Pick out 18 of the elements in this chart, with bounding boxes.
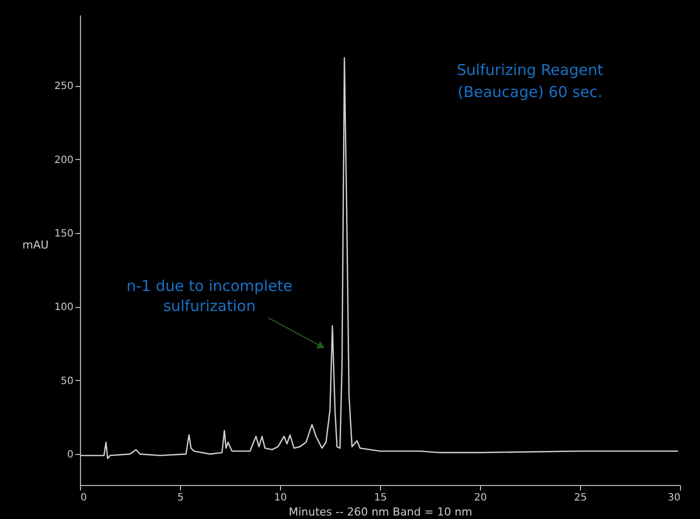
y-tick-label: 100 bbox=[54, 302, 74, 314]
x-tick-label: 25 bbox=[574, 492, 587, 504]
x-tick-label: 20 bbox=[474, 492, 487, 504]
y-tick-label: 0 bbox=[67, 450, 74, 461]
y-tick-label: 200 bbox=[54, 154, 74, 166]
y-axis-title: mAU bbox=[22, 238, 49, 252]
y-tick-label: 250 bbox=[54, 81, 74, 92]
x-tick-label: 30 bbox=[668, 492, 680, 504]
annotation: n-1 due to incomplete sulfurization bbox=[126, 276, 292, 315]
y-tick-label: 50 bbox=[60, 376, 74, 387]
x-axis-title: Minutes -- 260 nm Band = 10 nm bbox=[288, 506, 472, 518]
x-tick-label: 5 bbox=[177, 492, 184, 504]
line-series bbox=[79, 57, 679, 460]
x-tick-label: 15 bbox=[374, 492, 387, 504]
x-tick-label: 10 bbox=[274, 492, 287, 504]
y-tick-label: 150 bbox=[54, 228, 74, 240]
x-tick-label: 0 bbox=[80, 492, 87, 504]
annotation: Sulfurizing Reagent (Beaucage) 60 sec. bbox=[456, 61, 604, 101]
